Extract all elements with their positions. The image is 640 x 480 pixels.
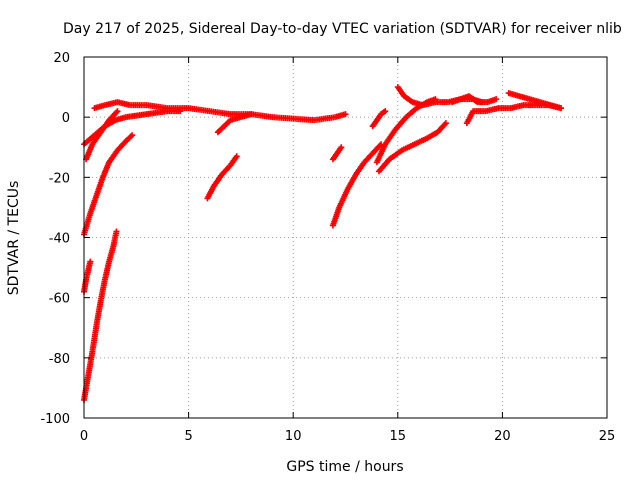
y-tick-label: 20 — [53, 51, 70, 66]
y-tick-label: -20 — [49, 171, 70, 186]
data-point — [87, 258, 94, 265]
x-tick-label: 15 — [390, 429, 407, 444]
x-tick-label: 10 — [285, 429, 302, 444]
x-tick-label: 25 — [599, 429, 616, 444]
data-point — [248, 111, 255, 118]
chart-title: Day 217 of 2025, Sidereal Day-to-day VTE… — [63, 21, 622, 37]
data-point — [557, 105, 564, 112]
y-tick-label: -40 — [49, 232, 70, 247]
x-axis-label: GPS time / hours — [286, 459, 403, 475]
y-tick-label: 0 — [62, 111, 70, 126]
axis-ticks: 0 5 10 15 20 25 -100 -80 -60 -40 -20 0 20 — [40, 51, 615, 444]
y-tick-label: -80 — [49, 352, 70, 367]
x-tick-label: 0 — [80, 429, 88, 444]
y-axis-label: SDTVAR / TECUs — [6, 181, 22, 296]
x-tick-label: 5 — [184, 429, 192, 444]
data-point — [177, 108, 184, 115]
data-point — [114, 108, 121, 115]
x-tick-label: 20 — [494, 429, 511, 444]
data-point — [113, 228, 120, 235]
data-point — [493, 96, 500, 103]
data-point — [382, 108, 389, 115]
data-point — [129, 132, 136, 139]
y-tick-label: -60 — [49, 292, 70, 307]
data-point — [442, 120, 449, 127]
data-point — [233, 153, 240, 160]
data-point — [342, 111, 349, 118]
data-point — [338, 144, 345, 151]
y-tick-label: -100 — [40, 412, 70, 427]
data-points — [81, 84, 564, 403]
